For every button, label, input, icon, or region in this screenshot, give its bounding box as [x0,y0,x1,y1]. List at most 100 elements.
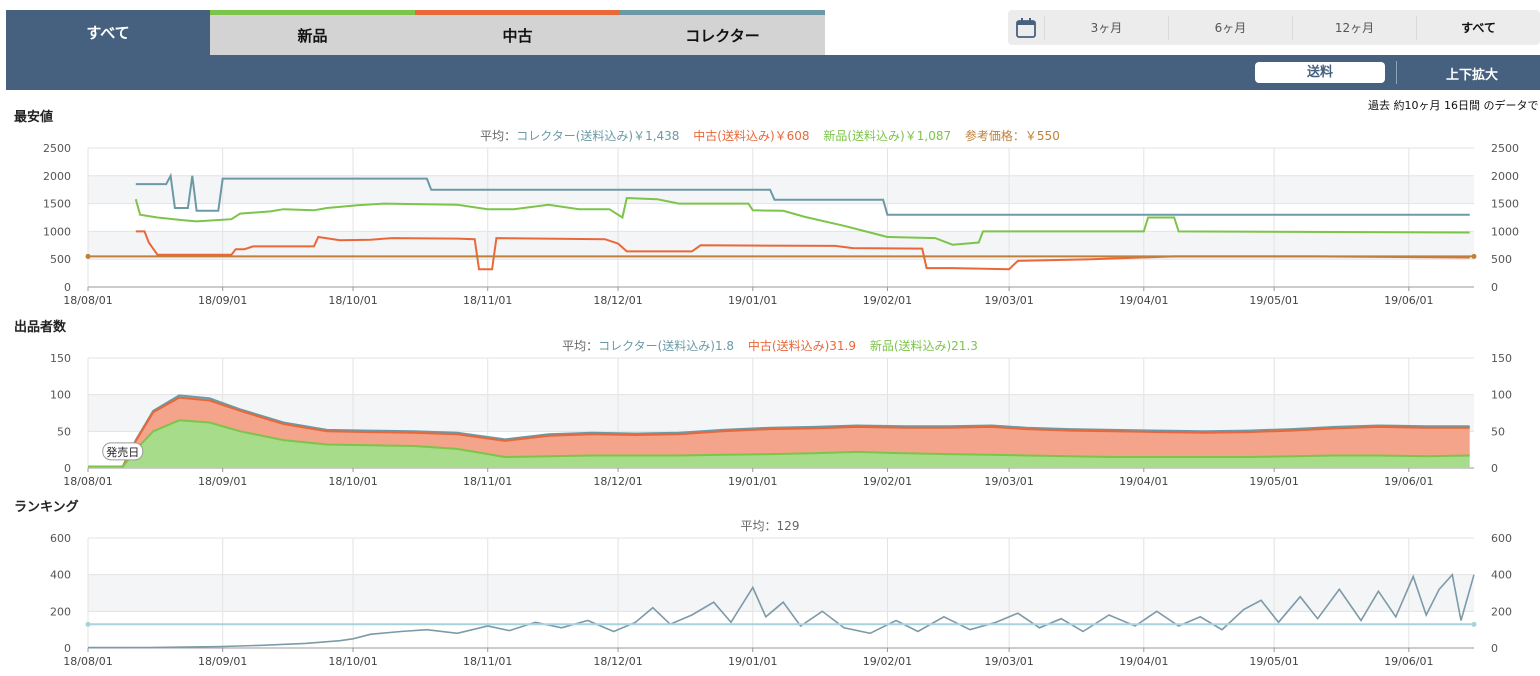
y-tick-label-right: 200 [1491,605,1512,618]
x-tick-label: 19/04/01 [1119,294,1168,307]
new-area [88,420,1470,468]
y-tick-label-right: 1500 [1491,198,1519,211]
x-tick-label: 19/06/01 [1384,655,1433,668]
calendar-icon[interactable] [1008,10,1044,45]
x-tick-label: 18/10/01 [328,655,377,668]
toolbar-divider [1396,61,1397,84]
x-tick-label: 19/01/01 [728,655,777,668]
x-tick-label: 19/05/01 [1249,655,1298,668]
range-option-all[interactable]: すべて [1416,15,1540,40]
x-tick-label: 18/11/01 [463,294,512,307]
x-tick-label: 19/03/01 [984,655,1033,668]
x-tick-label: 19/02/01 [863,475,912,488]
release-date-label: 発売日 [106,445,139,459]
x-tick-label: 19/01/01 [728,294,777,307]
x-tick-label: 18/11/01 [463,475,512,488]
price-legend-prefix: 平均： [480,129,517,143]
x-tick-label: 18/10/01 [328,475,377,488]
price-legend-collector[interactable]: コレクター(送料込み)￥1,438 [516,129,680,143]
y-tick-label-left: 400 [50,569,71,582]
tab-collector[interactable]: コレクター [620,10,825,55]
series-line [135,230,1470,271]
y-tick-label-left: 600 [50,532,71,545]
y-tick-label-left: 500 [50,253,71,266]
y-tick-label-right: 600 [1491,532,1512,545]
sellers-legend-used[interactable]: 中古(送料込み)31.9 [747,339,856,353]
y-tick-label-left: 2500 [43,142,71,155]
x-tick-label: 18/11/01 [463,655,512,668]
plot-band [88,574,1474,612]
x-tick-label: 18/08/01 [63,294,112,307]
x-tick-label: 19/03/01 [984,294,1033,307]
chart-toolbar: 送料 上下拡大 [6,55,1540,90]
condition-tabs: すべて 新品 中古 コレクター [6,10,825,55]
range-option-3m[interactable]: 3ヶ月 [1044,15,1168,40]
used-line [88,396,1470,468]
tab-all[interactable]: すべて [6,10,210,55]
x-tick-label: 18/09/01 [198,475,247,488]
price-legend-new[interactable]: 新品(送料込み)￥1,087 [823,129,952,143]
x-tick-label: 18/08/01 [63,655,112,668]
y-tick-label-left: 0 [64,281,71,294]
x-tick-label: 18/12/01 [593,294,642,307]
y-tick-label-right: 150 [1491,352,1512,365]
tab-used[interactable]: 中古 [415,10,620,55]
sellers-legend-collector[interactable]: コレクター(送料込み)1.8 [598,339,735,353]
y-tick-label-left: 1000 [43,225,71,238]
y-tick-label-right: 2000 [1491,170,1519,183]
y-tick-label-left: 100 [50,389,71,402]
y-tick-label-right: 400 [1491,569,1512,582]
sellers-legend-new[interactable]: 新品(送料込み)21.3 [869,339,978,353]
x-tick-label: 18/09/01 [198,294,247,307]
x-tick-label: 19/05/01 [1249,294,1298,307]
x-tick-label: 19/03/01 [984,475,1033,488]
y-tick-label-left: 0 [64,462,71,475]
average-point [85,621,91,627]
ranking-section-title: ランキング [14,500,79,515]
price-legend-used[interactable]: 中古(送料込み)￥608 [693,129,810,143]
price-legend-reference[interactable]: 参考価格：￥550 [964,129,1060,143]
x-tick-label: 18/12/01 [593,475,642,488]
y-tick-label-right: 0 [1491,462,1498,475]
y-tick-label-left: 1500 [43,198,71,211]
average-point [1471,621,1477,627]
x-tick-label: 19/02/01 [863,294,912,307]
y-tick-label-right: 1000 [1491,225,1519,238]
range-option-12m[interactable]: 12ヶ月 [1292,15,1416,40]
shipping-toggle-button[interactable]: 送料 [1255,62,1385,83]
y-tick-label-left: 150 [50,352,71,365]
vertical-zoom-button[interactable]: 上下拡大 [1446,68,1499,83]
y-tick-label-right: 50 [1491,425,1505,438]
price-legend: 平均：コレクター(送料込み)￥1,438 中古(送料込み)￥608 新品(送料込… [0,127,1540,144]
x-tick-label: 19/01/01 [728,475,777,488]
sellers-chart[interactable]: 0 0 50 50 100 100 150 150 18/08/01 18/09/01 18/10/… [0,350,1540,500]
x-tick-label: 19/04/01 [1119,655,1168,668]
x-tick-label: 18/08/01 [63,475,112,488]
ranking-chart[interactable]: 0 0 200 200 400 400 600 600 18/08/01 18/09/01 18/1… [0,530,1540,676]
range-option-6m[interactable]: 6ヶ月 [1168,15,1292,40]
series-line [135,172,1470,216]
x-tick-label: 19/06/01 [1384,294,1433,307]
y-tick-label-left: 200 [50,605,71,618]
y-tick-label-right: 2500 [1491,142,1519,155]
reference-point [85,253,91,259]
price-section-title: 最安値 [14,110,54,125]
plot-band [88,394,1474,432]
sellers-legend: 平均：コレクター(送料込み)1.8 中古(送料込み)31.9 新品(送料込み)2… [0,337,1540,354]
data-period-note: 過去 約10ヶ月 16日間 のデータで [1368,99,1539,112]
y-tick-label-right: 500 [1491,253,1512,266]
release-date-flag [102,442,144,461]
y-tick-label-right: 0 [1491,642,1498,655]
sellers-section-title: 出品者数 [14,320,67,335]
new-line [88,419,1470,468]
range-selector: 3ヶ月 6ヶ月 12ヶ月 すべて [1008,10,1540,45]
tab-new[interactable]: 新品 [210,10,415,55]
y-tick-label-right: 0 [1491,281,1498,294]
price-chart[interactable]: 0 0 500 500 1000 1000 1500 1500 2000 2000 2500 2500… [0,140,1540,310]
x-tick-label: 18/09/01 [198,655,247,668]
x-tick-label: 18/10/01 [328,294,377,307]
x-tick-label: 19/02/01 [863,655,912,668]
ranking-line [87,572,1475,649]
y-tick-label-left: 0 [64,642,71,655]
sellers-legend-prefix: 平均： [562,339,599,353]
